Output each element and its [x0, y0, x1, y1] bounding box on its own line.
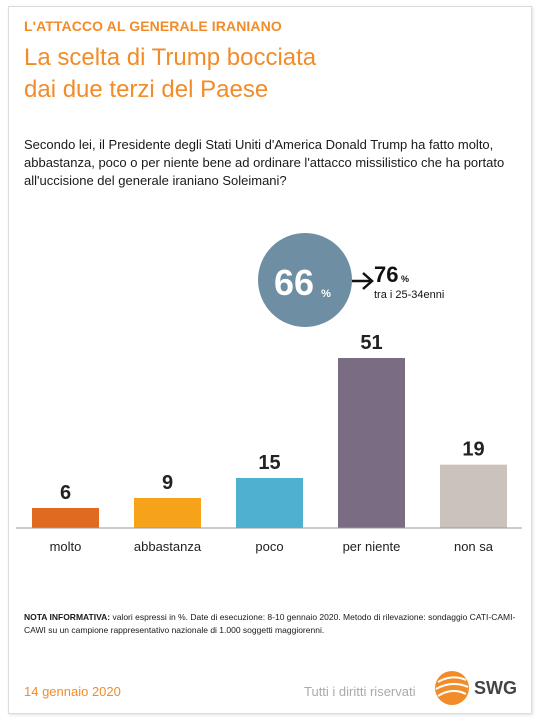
- category-label: abbastanza: [134, 539, 202, 554]
- highlight-circle: [258, 233, 352, 327]
- highlight-secondary-value: 76: [374, 262, 398, 287]
- method-note: NOTA INFORMATIVA: valori espressi in %. …: [24, 611, 520, 637]
- arrow-icon: [352, 272, 374, 290]
- highlight-callout: 66 % 76 % tra i 25-34enni: [258, 233, 444, 327]
- headline-line-1: La scelta di Trump bocciata: [24, 44, 317, 71]
- bar-non-sa: [440, 464, 507, 528]
- highlight-main-unit: %: [321, 288, 331, 300]
- bar-value-label: 9: [162, 472, 173, 494]
- card-frame: [8, 6, 532, 714]
- kicker: L'ATTACCO AL GENERALE IRANIANO: [24, 18, 282, 34]
- highlight-secondary-unit: %: [401, 274, 409, 284]
- category-label: per niente: [343, 539, 401, 554]
- category-label: poco: [255, 539, 283, 554]
- footer-date: 14 gennaio 2020: [24, 684, 121, 699]
- bar-value-label: 6: [60, 482, 71, 504]
- survey-question: Secondo lei, il Presidente degli Stati U…: [24, 137, 505, 188]
- headline: La scelta di Trump bocciata dai due terz…: [24, 42, 504, 106]
- headline-line-2: dai due terzi del Paese: [24, 76, 269, 103]
- swg-logo-text: SWG: [474, 678, 517, 698]
- bar-per-niente: [338, 358, 405, 528]
- bar-poco: [236, 478, 303, 528]
- highlight-secondary-label: tra i 25-34enni: [374, 289, 444, 301]
- bar-value-label: 51: [360, 332, 382, 354]
- bar-value-label: 19: [462, 439, 484, 461]
- bar-molto: [32, 508, 99, 528]
- highlight-main-value: 66: [274, 262, 314, 303]
- footer-rights: Tutti i diritti riservati: [304, 684, 416, 699]
- category-label: non sa: [454, 539, 494, 554]
- bars-group: 6 molto 9 abbastanza 15 poco 51 per niente 19 non…: [32, 332, 507, 554]
- method-note-text: valori espressi in %. Date di esecuzione…: [24, 612, 516, 635]
- bar-chart: 66 % 76 % tra i 25-34enni 6 molto 9 abbasta…: [16, 233, 522, 554]
- method-note-label: NOTA INFORMATIVA:: [24, 612, 111, 622]
- bar-abbastanza: [134, 498, 201, 528]
- bar-value-label: 15: [258, 452, 280, 474]
- swg-logo: [435, 671, 469, 705]
- category-label: molto: [50, 539, 82, 554]
